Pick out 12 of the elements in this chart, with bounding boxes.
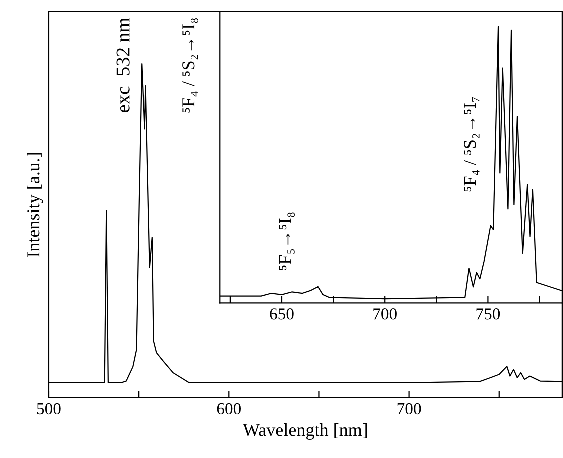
annotation: exc 532 nm	[116, 18, 130, 113]
x-tick-label: 600	[217, 403, 242, 415]
x-axis-title: Wavelength [nm]	[243, 424, 368, 440]
y-axis-title: Intensity [a.u.]	[27, 153, 44, 258]
annotation: ⁵F₅→⁵I₈	[279, 212, 295, 270]
annotation: ⁵F₄ / ⁵S₂→⁵I₈	[182, 18, 198, 113]
x-tick-label: 650	[270, 308, 294, 320]
x-tick-label: 700	[374, 308, 397, 320]
annotation: ⁵F₄ / ⁵S₂→⁵I₇	[464, 97, 480, 192]
x-tick-label: 700	[398, 403, 422, 415]
x-tick-label: 750	[476, 308, 500, 320]
x-tick-label: 500	[37, 403, 61, 415]
